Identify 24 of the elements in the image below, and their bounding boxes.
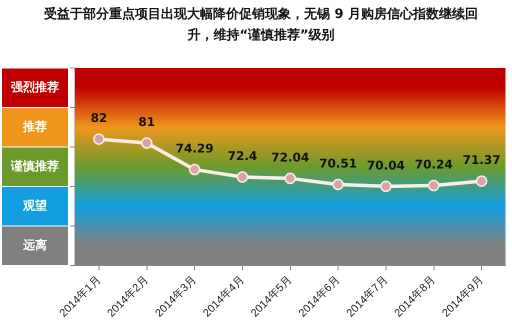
point — [380, 180, 392, 192]
band-label: 远离 — [22, 238, 47, 252]
point — [428, 180, 440, 192]
point — [236, 171, 248, 183]
band-label: 观望 — [22, 198, 47, 212]
chart-title: 受益于部分重点项目出现大幅降价促销现象，无锡 9 月购房信心指数继续回升，维持“谨慎推荐”级别 — [42, 6, 480, 45]
data-label: 70.24 — [414, 158, 453, 172]
band-label: 推荐 — [22, 119, 47, 134]
point — [332, 178, 344, 190]
point — [284, 172, 296, 184]
data-label: 74.29 — [176, 142, 214, 156]
data-label: 82 — [90, 111, 108, 126]
band-label: 强烈推荐 — [11, 80, 59, 94]
data-label: 72.4 — [228, 149, 258, 164]
data-label: 70.04 — [366, 158, 405, 172]
point — [141, 137, 152, 149]
data-label: 71.37 — [462, 153, 501, 168]
data-label: 70.51 — [319, 156, 358, 171]
data-label: 72.04 — [271, 150, 310, 165]
point — [188, 164, 200, 176]
data-label: 81 — [138, 115, 156, 130]
band-label: 谨慎推荐 — [10, 158, 59, 173]
point — [93, 133, 105, 145]
point — [476, 175, 488, 187]
